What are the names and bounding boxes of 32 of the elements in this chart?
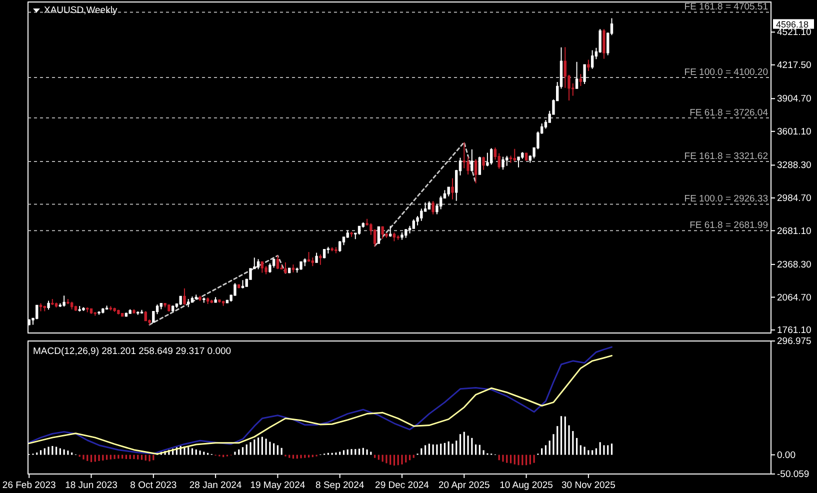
text: 4596.18 xyxy=(776,19,809,30)
y-tick-label: 0.00 xyxy=(777,450,796,461)
y-tick-label: 3904.70 xyxy=(777,94,812,105)
x-tick-label: 19 May 2024 xyxy=(250,480,306,491)
y-tick-label: -50.059 xyxy=(777,469,810,480)
y-tick-label: 4217.50 xyxy=(777,60,812,71)
x-tick-label: 26 Feb 2023 xyxy=(2,480,56,491)
x-tick-label: 30 Nov 2025 xyxy=(562,480,616,491)
x-tick-label: 8 Sep 2024 xyxy=(316,480,364,491)
y-tick-label: 2984.70 xyxy=(777,193,812,204)
ref-line-label: FE 100.0 = 2926.33 xyxy=(684,194,768,205)
y-tick-label: 2681.10 xyxy=(777,226,812,237)
y-tick-label: 2368.30 xyxy=(777,260,812,271)
ref-line-label: FE 161.8 = 3321.62 xyxy=(684,151,768,162)
y-tick-label: 3601.10 xyxy=(777,126,812,138)
text: MACD(12,26,9) 281.201 258.649 29.317 0.000 xyxy=(33,346,232,357)
ref-line-label: FE 61.8 = 3726.04 xyxy=(690,107,768,118)
ref-line-label: FE 61.8 = 2681.99 xyxy=(690,220,768,232)
y-tick-label: 1761.10 xyxy=(777,325,812,336)
x-tick-label: 28 Jan 2024 xyxy=(189,480,242,491)
x-tick-label: 29 Dec 2024 xyxy=(375,480,429,491)
y-tick-label: 4521.10 xyxy=(777,27,812,38)
chart-title: XAUUSD,Weekly xyxy=(44,5,118,16)
x-tick-label: 20 Apr 2025 xyxy=(438,480,490,491)
x-tick-label: 18 Jun 2023 xyxy=(65,480,118,491)
x-tick-label: 8 Oct 2023 xyxy=(130,480,177,491)
ref-line-label: FE 100.0 = 4100.20 xyxy=(684,67,768,78)
y-tick-label: 3288.30 xyxy=(777,160,812,172)
y-tick-label: 2064.70 xyxy=(777,292,812,304)
x-tick-label: 10 Aug 2025 xyxy=(500,480,553,491)
y-tick-label: 296.975 xyxy=(777,336,812,348)
ref-line-label: FE 161.8 = 4705.51 xyxy=(684,2,768,13)
